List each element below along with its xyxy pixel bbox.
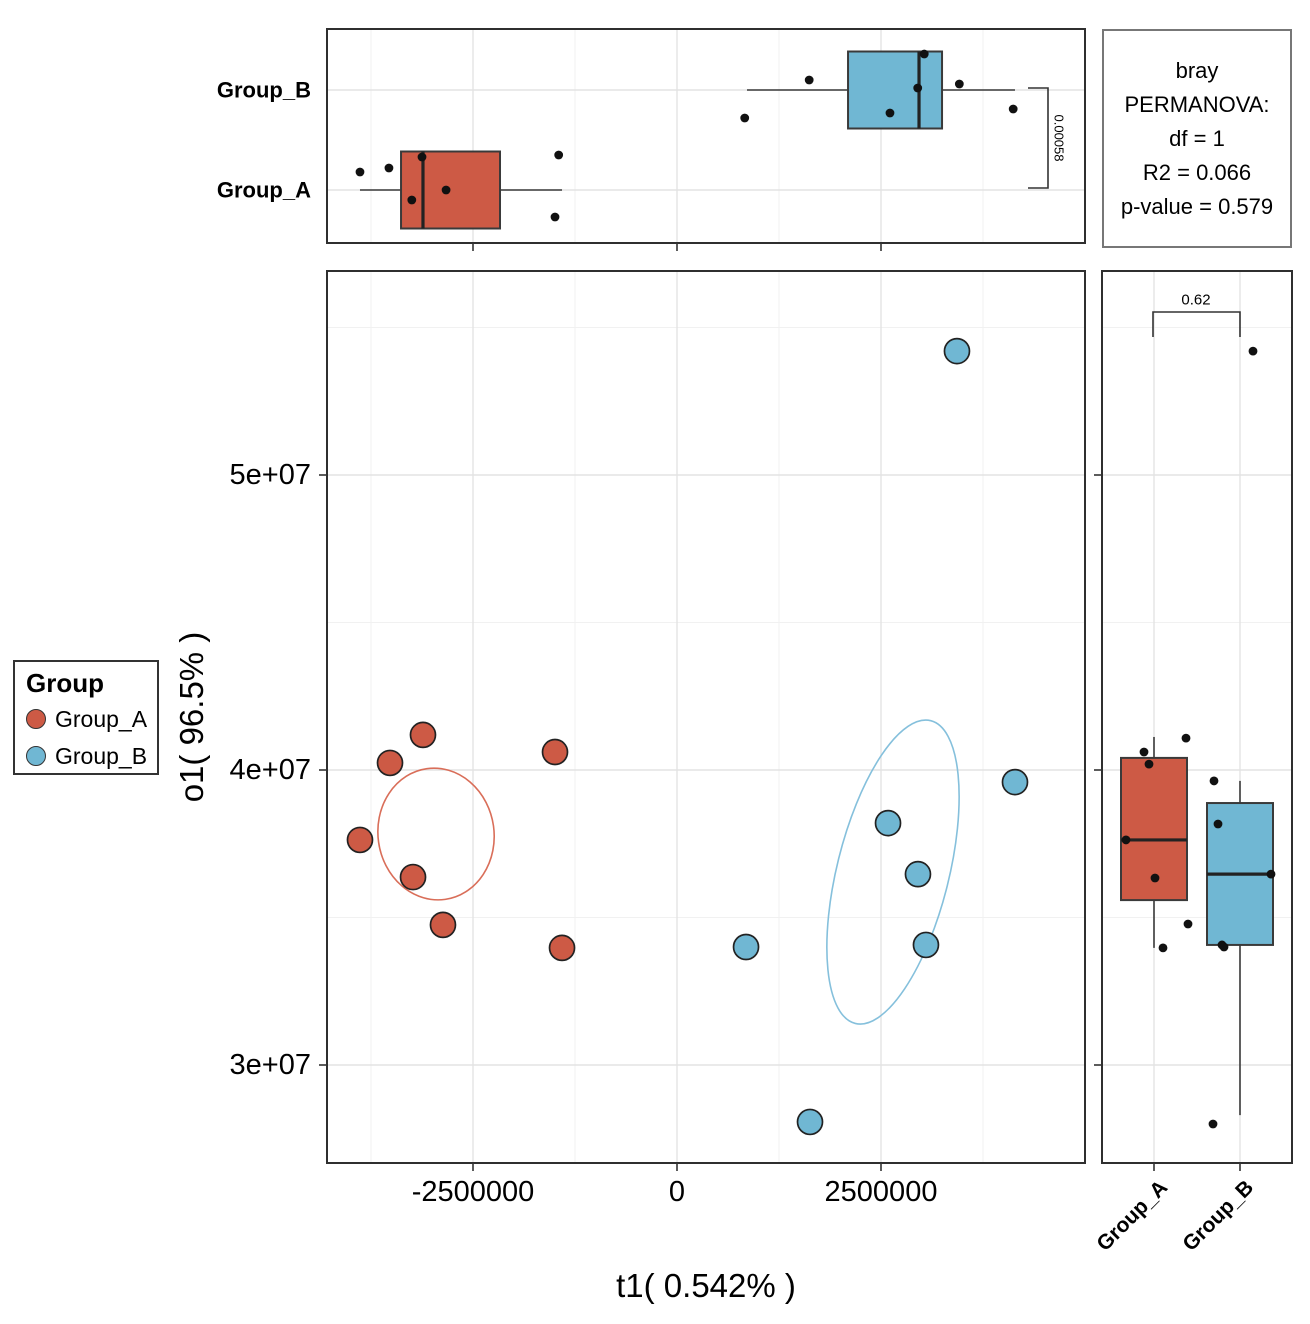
- jitter-dot: [1266, 869, 1276, 879]
- jitter-dot: [913, 83, 923, 93]
- x-tick-label: 0: [669, 1176, 685, 1208]
- legend-label: Group_B: [55, 742, 148, 769]
- x-axis-title: t1( 0.542% ): [616, 1267, 796, 1304]
- scatter-point-Group_B: [732, 933, 760, 961]
- legend-item-group-a: Group_A: [26, 706, 147, 732]
- group-b-swatch-icon: [26, 746, 46, 766]
- jitter-dot: [554, 150, 564, 160]
- scatter-point-Group_A: [376, 749, 404, 777]
- right-panel-border: [1101, 270, 1293, 1164]
- scatter-point-Group_B: [904, 860, 932, 888]
- scatter-point-Group_B: [796, 1108, 824, 1136]
- jitter-dot: [919, 49, 929, 59]
- scatter-point-Group_B: [1001, 768, 1029, 796]
- jitter-dot: [1150, 873, 1160, 883]
- jitter-dot: [441, 185, 451, 195]
- main-panel-border: [326, 270, 1086, 1164]
- y-tick-label: 3e+07: [230, 1049, 311, 1081]
- group-a-swatch-icon: [26, 709, 46, 729]
- top-panel-border: [326, 28, 1086, 244]
- top-category-label: Group_A: [217, 178, 311, 203]
- x-tick-label: 2500000: [825, 1176, 938, 1208]
- box-Group_B: [847, 50, 944, 130]
- jitter-dot: [1213, 819, 1223, 829]
- right-category-label: Group_A: [1092, 1176, 1172, 1256]
- scatter-point-Group_A: [541, 738, 569, 766]
- top-significance-label: 0.00058: [1052, 115, 1067, 162]
- confidence-ellipse-Group_B: [826, 719, 960, 1025]
- jitter-dot: [1183, 919, 1193, 929]
- scatter-point-Group_A: [548, 934, 576, 962]
- scatter-point-Group_A: [429, 911, 457, 939]
- jitter-dot: [1121, 835, 1131, 845]
- jitter-dot: [1158, 943, 1168, 953]
- scatter-point-Group_A: [346, 826, 374, 854]
- scatter-point-Group_B: [874, 809, 902, 837]
- jitter-dot: [1209, 776, 1219, 786]
- jitter-dot: [804, 75, 814, 85]
- right-panel-bg: [1102, 271, 1292, 1163]
- legend-title: Group: [26, 668, 104, 698]
- jitter-dot: [1248, 346, 1258, 356]
- legend-item-group-b: Group_B: [26, 743, 147, 769]
- scatter-point-Group_B: [943, 337, 971, 365]
- scatter-point-Group_A: [409, 721, 437, 749]
- jitter-dot: [355, 167, 365, 177]
- jitter-dot: [384, 163, 394, 173]
- legend-label: Group_A: [55, 705, 148, 732]
- jitter-dot: [1139, 747, 1149, 757]
- top-category-label: Group_B: [217, 78, 311, 103]
- jitter-dot: [407, 195, 417, 205]
- jitter-dot: [1144, 759, 1154, 769]
- jitter-dot: [740, 113, 750, 123]
- permanova-stats-box: bray PERMANOVA: df = 1 R2 = 0.066 p-valu…: [1102, 29, 1292, 248]
- jitter-dot: [885, 108, 895, 118]
- stats-line-pvalue: p-value = 0.579: [1120, 193, 1274, 219]
- right-category-label: Group_B: [1178, 1176, 1258, 1256]
- jitter-dot: [1208, 1119, 1218, 1129]
- jitter-dot: [954, 79, 964, 89]
- right-significance-bracket: [1152, 311, 1241, 337]
- main-panel-bg: [327, 271, 1085, 1163]
- jitter-dot: [1219, 942, 1229, 952]
- right-significance-label: 0.62: [1181, 292, 1210, 309]
- confidence-ellipse-Group_A: [377, 767, 496, 901]
- top-significance-bracket: [1028, 87, 1049, 189]
- scatter-point-Group_A: [399, 863, 427, 891]
- x-tick-label: -2500000: [412, 1176, 535, 1208]
- box-Group_A: [400, 150, 502, 230]
- y-axis-title: o1( 96.5% ): [173, 631, 210, 803]
- y-tick-label: 4e+07: [230, 754, 311, 786]
- stats-line-method: bray: [1175, 57, 1219, 83]
- jitter-dot: [1008, 104, 1018, 114]
- y-tick-label: 5e+07: [230, 459, 311, 491]
- stats-line-df: df = 1: [1169, 125, 1225, 151]
- stats-line-r2: R2 = 0.066: [1142, 159, 1252, 185]
- jitter-dot: [417, 152, 427, 162]
- jitter-dot: [550, 212, 560, 222]
- jitter-dot: [1181, 733, 1191, 743]
- scatter-point-Group_B: [912, 931, 940, 959]
- legend-box: Group Group_A Group_B: [13, 660, 159, 775]
- stats-line-test: PERMANOVA:: [1124, 91, 1270, 117]
